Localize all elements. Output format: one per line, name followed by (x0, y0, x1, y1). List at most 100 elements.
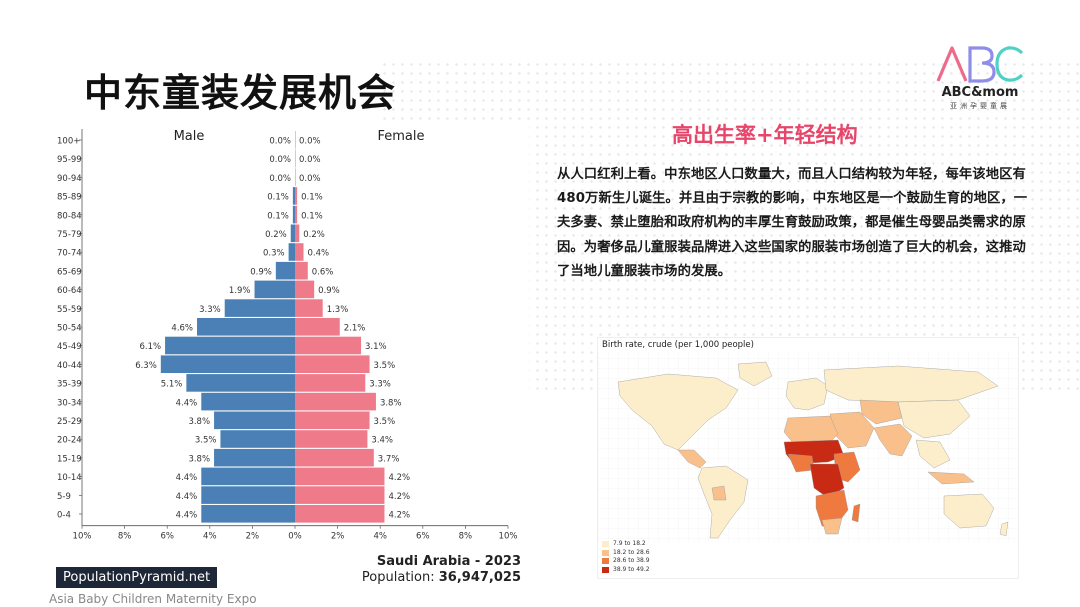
male-bar (292, 205, 295, 224)
age-label: 75-79 (57, 230, 82, 240)
female-bar (295, 355, 370, 373)
male-value-label: 3.5% (195, 436, 217, 446)
legend-label: 7.9 to 18.2 (613, 540, 646, 547)
male-bar (275, 261, 295, 280)
legend-item: 18.2 to 28.6 (602, 549, 650, 557)
age-label: 5-9 (57, 492, 71, 502)
male-value-label: 0.9% (250, 267, 272, 277)
female-value-label: 3.5% (374, 361, 396, 371)
male-value-label: 6.1% (139, 342, 161, 352)
footer-text: Asia Baby Children Maternity Expo (49, 592, 257, 606)
male-bar (214, 448, 295, 467)
female-bar (295, 168, 296, 186)
male-value-label: 0.3% (263, 249, 285, 259)
brand-logo: ABC&mom 亚洲孕婴童展 (930, 44, 1030, 114)
region-south-asia (873, 423, 913, 457)
female-bar (295, 205, 298, 224)
female-value-label: 0.4% (308, 249, 330, 259)
legend-swatch (602, 549, 609, 556)
female-bar (295, 411, 370, 430)
female-value-label: 3.7% (378, 454, 400, 464)
slide-title: 中东童装发展机会 (84, 71, 397, 115)
age-label: 0-4 (57, 511, 71, 521)
male-bar (214, 411, 295, 430)
male-value-label: 4.4% (176, 511, 198, 521)
female-bar (295, 280, 315, 299)
legend-item: 7.9 to 18.2 (602, 540, 650, 548)
legend-swatch (602, 558, 609, 564)
region-indonesia (927, 471, 975, 485)
section-title: 高出生率+年轻结构 (672, 123, 858, 147)
region-southeast-asia (915, 439, 951, 469)
pyramid-population: Population: 36,947,025 (362, 570, 521, 585)
female-bar (295, 299, 323, 317)
age-label: 35-39 (57, 380, 82, 390)
female-value-label: 3.5% (374, 417, 396, 427)
female-bar (295, 149, 296, 168)
female-value-label: 0.1% (301, 193, 323, 203)
region-south-africa (821, 517, 843, 535)
legend-label: 28.6 to 38.9 (613, 557, 650, 564)
male-value-label: 3.8% (188, 417, 210, 427)
logo-subtitle: 亚洲孕婴童展 (950, 102, 1010, 110)
age-label: 85-89 (57, 193, 82, 203)
region-new-zealand (999, 521, 1009, 537)
region-madagascar (851, 503, 861, 523)
age-label: 30-34 (57, 398, 82, 408)
x-tick-label: 2% (331, 532, 345, 542)
male-label: Male (174, 129, 205, 144)
female-value-label: 4.2% (388, 473, 410, 483)
female-value-label: 0.9% (318, 286, 340, 296)
male-bar (197, 318, 295, 336)
body-paragraph: 从人口红利上看。中东地区人口数量大，而且人口结构较为年轻，每年该地区有480万新… (557, 167, 1028, 279)
male-value-label: 0.2% (265, 230, 287, 240)
male-value-label: 3.8% (188, 454, 210, 464)
male-value-label: 6.3% (135, 361, 157, 371)
male-value-label: 0.0% (269, 174, 291, 184)
female-bar (295, 318, 340, 336)
population-value: 36,947,025 (438, 570, 521, 585)
male-bar (224, 299, 295, 317)
male-value-label: 4.4% (176, 473, 198, 483)
male-value-label: 4.6% (171, 324, 193, 334)
male-value-label: 0.0% (269, 137, 291, 147)
legend-label: 38.9 to 49.2 (613, 565, 650, 573)
age-label: 80-84 (57, 211, 82, 221)
x-tick-label: 8% (459, 532, 473, 542)
male-value-label: 0.1% (267, 193, 289, 203)
male-value-label: 0.1% (267, 211, 289, 221)
male-value-label: 4.4% (176, 492, 198, 502)
female-value-label: 0.2% (303, 230, 325, 240)
female-value-label: 1.3% (327, 305, 349, 315)
female-value-label: 0.0% (299, 174, 321, 184)
male-bar (201, 392, 295, 411)
male-value-label: 4.4% (176, 398, 198, 408)
male-value-label: 5.1% (161, 380, 183, 390)
male-bar (165, 336, 295, 355)
female-value-label: 3.3% (369, 380, 391, 390)
x-tick-label: 6% (160, 532, 174, 542)
x-tick-label: 4% (373, 532, 387, 542)
female-bar (295, 392, 376, 411)
age-label: 65-69 (57, 267, 82, 277)
legend-swatch (602, 541, 609, 547)
region-central-america (677, 449, 707, 469)
female-value-label: 3.4% (371, 436, 393, 446)
female-value-label: 4.2% (388, 511, 410, 521)
female-value-label: 3.8% (380, 398, 402, 408)
age-label: 95-99 (57, 155, 82, 165)
female-bar (295, 131, 296, 149)
male-bar (290, 224, 295, 243)
x-tick-label: 2% (246, 532, 260, 542)
x-tick-label: 4% (203, 532, 217, 542)
legend-label: 18.2 to 28.6 (613, 548, 650, 556)
male-bar (160, 355, 295, 373)
female-value-label: 0.0% (299, 155, 321, 165)
region-central-asia (859, 399, 903, 425)
pyramid-brand-label: PopulationPyramid.net (56, 567, 218, 588)
map-legend: 7.9 to 18.2 18.2 to 28.6 28.6 to 38.9 38… (602, 540, 650, 574)
female-value-label: 0.6% (312, 267, 334, 277)
age-label: 25-29 (57, 417, 82, 427)
legend-swatch (602, 566, 609, 573)
female-value-label: 0.1% (301, 211, 323, 221)
